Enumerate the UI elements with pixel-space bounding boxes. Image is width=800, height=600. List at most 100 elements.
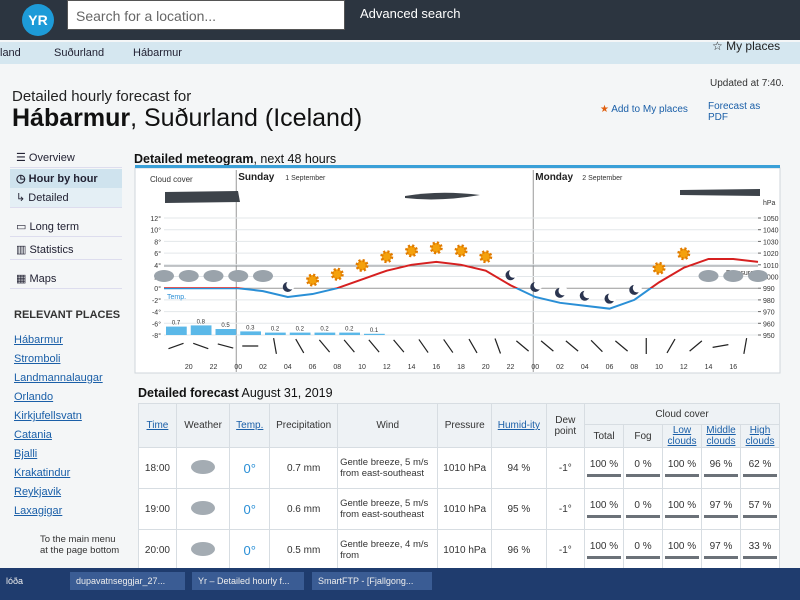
place-link[interactable]: Laxagigar [14, 505, 63, 517]
column-header: Precipitation [269, 403, 339, 448]
task-button[interactable]: SmartFTP - [Fjallgong... [312, 572, 432, 590]
task-button[interactable]: Yr – Detailed hourly f... [192, 572, 304, 590]
cell-text: 100 % [667, 459, 697, 470]
cloud-bar [587, 556, 621, 559]
column-header[interactable]: Low clouds [662, 424, 702, 448]
cloud-icon [178, 270, 199, 282]
hour-label: 12 [383, 364, 391, 371]
main-menu-link[interactable]: To the main menu at the page bottom [40, 534, 120, 556]
y-tick-label: -8° [152, 332, 161, 340]
place-link[interactable]: Reykjavik [14, 486, 62, 498]
place-link[interactable]: Kirkjufellsvatn [14, 410, 82, 422]
add-label[interactable]: Add to My places [611, 104, 688, 115]
cloud-cover-label: Cloud cover [150, 175, 193, 184]
pdf-link[interactable]: Forecast as PDF [708, 101, 761, 123]
moon-cut [632, 283, 642, 293]
my-places[interactable]: ☆ My places [712, 39, 781, 53]
nav-label[interactable]: Detailed [28, 192, 69, 204]
add-to-places[interactable]: ★ Add to My places [600, 104, 688, 115]
logo[interactable]: YR [22, 4, 54, 36]
place-link[interactable]: Orlando [14, 391, 54, 403]
precip-label: 0.1 [370, 328, 379, 334]
column-header[interactable]: Middle clouds [701, 424, 741, 448]
place-link[interactable]: Hábarmur [14, 334, 63, 346]
cell-text: 1010 hPa [443, 462, 487, 474]
nav-item[interactable]: ☰ Overview [10, 148, 122, 168]
forecast-title: Detailed forecast August 31, 2019 [138, 386, 333, 400]
search-box[interactable]: Search for a location... [67, 0, 345, 30]
cell: Gentle breeze, 4 m/s from [337, 529, 439, 571]
crumb[interactable]: Hábarmur [133, 47, 182, 59]
cloud-icon [228, 270, 249, 282]
hour-label: 04 [284, 364, 292, 371]
meteogram-title: Detailed meteogram, next 48 hours [134, 152, 336, 166]
cell: 100 % [584, 447, 624, 489]
cloud-icon [723, 270, 744, 282]
cloud [191, 500, 216, 515]
cell: 100 % [662, 488, 702, 530]
nav-label[interactable]: Overview [28, 152, 75, 164]
place-link[interactable]: Krakatindur [14, 467, 71, 479]
sun-icon [677, 247, 691, 261]
hour-label: 14 [408, 364, 416, 371]
hpa-label: hPa [763, 200, 776, 207]
wind-arrow [393, 339, 405, 353]
crumb[interactable]: Suðurland [54, 47, 105, 59]
place-link[interactable]: Catania [14, 429, 52, 441]
my-places-label[interactable]: My places [726, 39, 781, 53]
column-header[interactable]: Time [138, 403, 177, 448]
task-button[interactable]: dupavatnseggjar_27... [70, 572, 185, 590]
cell-text: 18:00 [144, 462, 170, 474]
precip-bar [215, 329, 237, 335]
cell: 0.5 mm [269, 529, 339, 571]
place-link[interactable]: Bjalli [14, 448, 38, 460]
nav-label[interactable]: Maps [29, 273, 57, 285]
sun-icon [454, 244, 468, 258]
column-header[interactable]: Humid-ity [491, 403, 547, 448]
crumb[interactable]: land [0, 47, 21, 59]
cell: 20:00 [138, 529, 177, 571]
cell: 100 % [584, 488, 624, 530]
hour-label: 00 [234, 364, 242, 371]
column-header[interactable]: Temp. [229, 403, 271, 448]
nav-item[interactable]: ▥ Statistics [10, 240, 122, 260]
nav-label[interactable]: Hour by hour [28, 173, 98, 185]
place-link[interactable]: Landmannalaugar [14, 372, 103, 384]
wind-arrow [468, 338, 478, 354]
nav-item[interactable]: ▦ Maps [10, 269, 122, 289]
moon-cut [533, 280, 543, 290]
task-button[interactable]: lóða [6, 576, 24, 586]
advanced-search[interactable]: Advanced search [360, 6, 461, 21]
precip-bar [314, 332, 336, 335]
header-row: Time Weather Temp. Precipitation Wind Pressur… [138, 403, 780, 448]
precip-label: 0.7 [172, 321, 181, 327]
cell-text: 100 % [589, 541, 619, 552]
nav-item[interactable]: ↳ Detailed [10, 188, 122, 208]
nav-item[interactable]: ◷ Hour by hour [10, 169, 122, 189]
updated: Updated at 7:40. [710, 78, 784, 89]
precip-label: 0.3 [246, 325, 255, 331]
forecast-row: 19:00 0° 0.6 mm Gentle breeze, 5 m/s from e… [138, 488, 780, 530]
cloud-icon [748, 270, 768, 282]
column-header[interactable]: High clouds [740, 424, 780, 448]
relevant-title: RELEVANT PLACES [14, 309, 121, 321]
cell: 100 % [584, 529, 624, 571]
cell-text: 62 % [748, 459, 772, 470]
y2-tick-label: 950 [763, 333, 775, 340]
precip-label: 0.8 [197, 319, 206, 325]
moon-cut [608, 292, 617, 302]
place-link[interactable]: Stromboli [14, 353, 61, 365]
nav-item[interactable]: ▭ Long term [10, 217, 122, 237]
wind-arrow [273, 338, 277, 354]
nav-label[interactable]: Statistics [29, 244, 74, 256]
nav-label[interactable]: Long term [29, 221, 79, 233]
cell: 95 % [491, 488, 547, 530]
cell-text: 96 % [709, 459, 733, 470]
hour-label: 10 [358, 364, 366, 371]
cloud-bar [704, 515, 738, 518]
column-header: Dew point [545, 403, 586, 448]
forecast-date: August 31, 2019 [238, 386, 333, 400]
cell-text: 0 % [634, 541, 652, 552]
sun-icon [330, 267, 344, 281]
y2-tick-label: 1030 [763, 239, 779, 246]
